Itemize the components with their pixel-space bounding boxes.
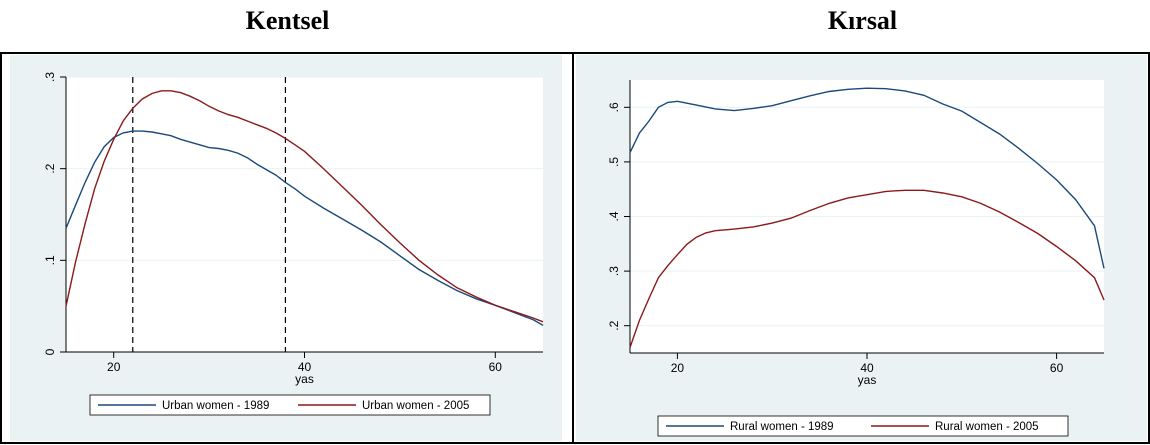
y-tick-label: .2 [43, 163, 57, 173]
chart-rural: .2 .3 .4 .5 .6 20 40 60 yas Rural women - 1989 Rur… [576, 55, 1147, 441]
x-axis-label: yas [858, 373, 877, 387]
legend-label: Urban women - 2005 [362, 400, 469, 412]
x-tick-label: 20 [107, 360, 121, 374]
y-tick-label: .3 [607, 266, 621, 276]
legend-box [89, 394, 491, 416]
panel-title-right: Kırsal [827, 6, 898, 35]
series-line [629, 189, 1105, 348]
plot-area [66, 77, 543, 352]
chart-urban: 0 .1 .2 .3 20 40 60 yas Urban women - 1989 Urban … [10, 55, 562, 441]
legend-label: Rural women - 1989 [730, 421, 834, 433]
x-tick-label: 60 [489, 360, 503, 374]
figure-frame [0, 52, 1150, 444]
y-tick-label: .3 [43, 72, 57, 82]
legend-box [657, 415, 1069, 437]
y-tick-label: 0 [43, 348, 57, 355]
legend-label: Urban women - 1989 [162, 400, 269, 412]
x-tick-label: 40 [860, 361, 874, 375]
x-tick-label: 20 [671, 361, 685, 375]
x-axis-label: yas [295, 372, 314, 386]
y-tick-label: .1 [43, 255, 57, 265]
x-tick-label: 60 [1050, 361, 1064, 375]
y-tick-label: .2 [607, 320, 621, 330]
y-tick-label: .5 [607, 157, 621, 167]
series-line [65, 90, 544, 323]
x-tick-label: 40 [298, 360, 312, 374]
series-line [65, 130, 544, 327]
panel-title-left: Kentsel [245, 6, 330, 35]
y-tick-label: .4 [607, 211, 621, 221]
y-tick-label: .6 [607, 102, 621, 112]
legend-label: Rural women - 2005 [935, 421, 1039, 433]
series-line [629, 87, 1105, 269]
